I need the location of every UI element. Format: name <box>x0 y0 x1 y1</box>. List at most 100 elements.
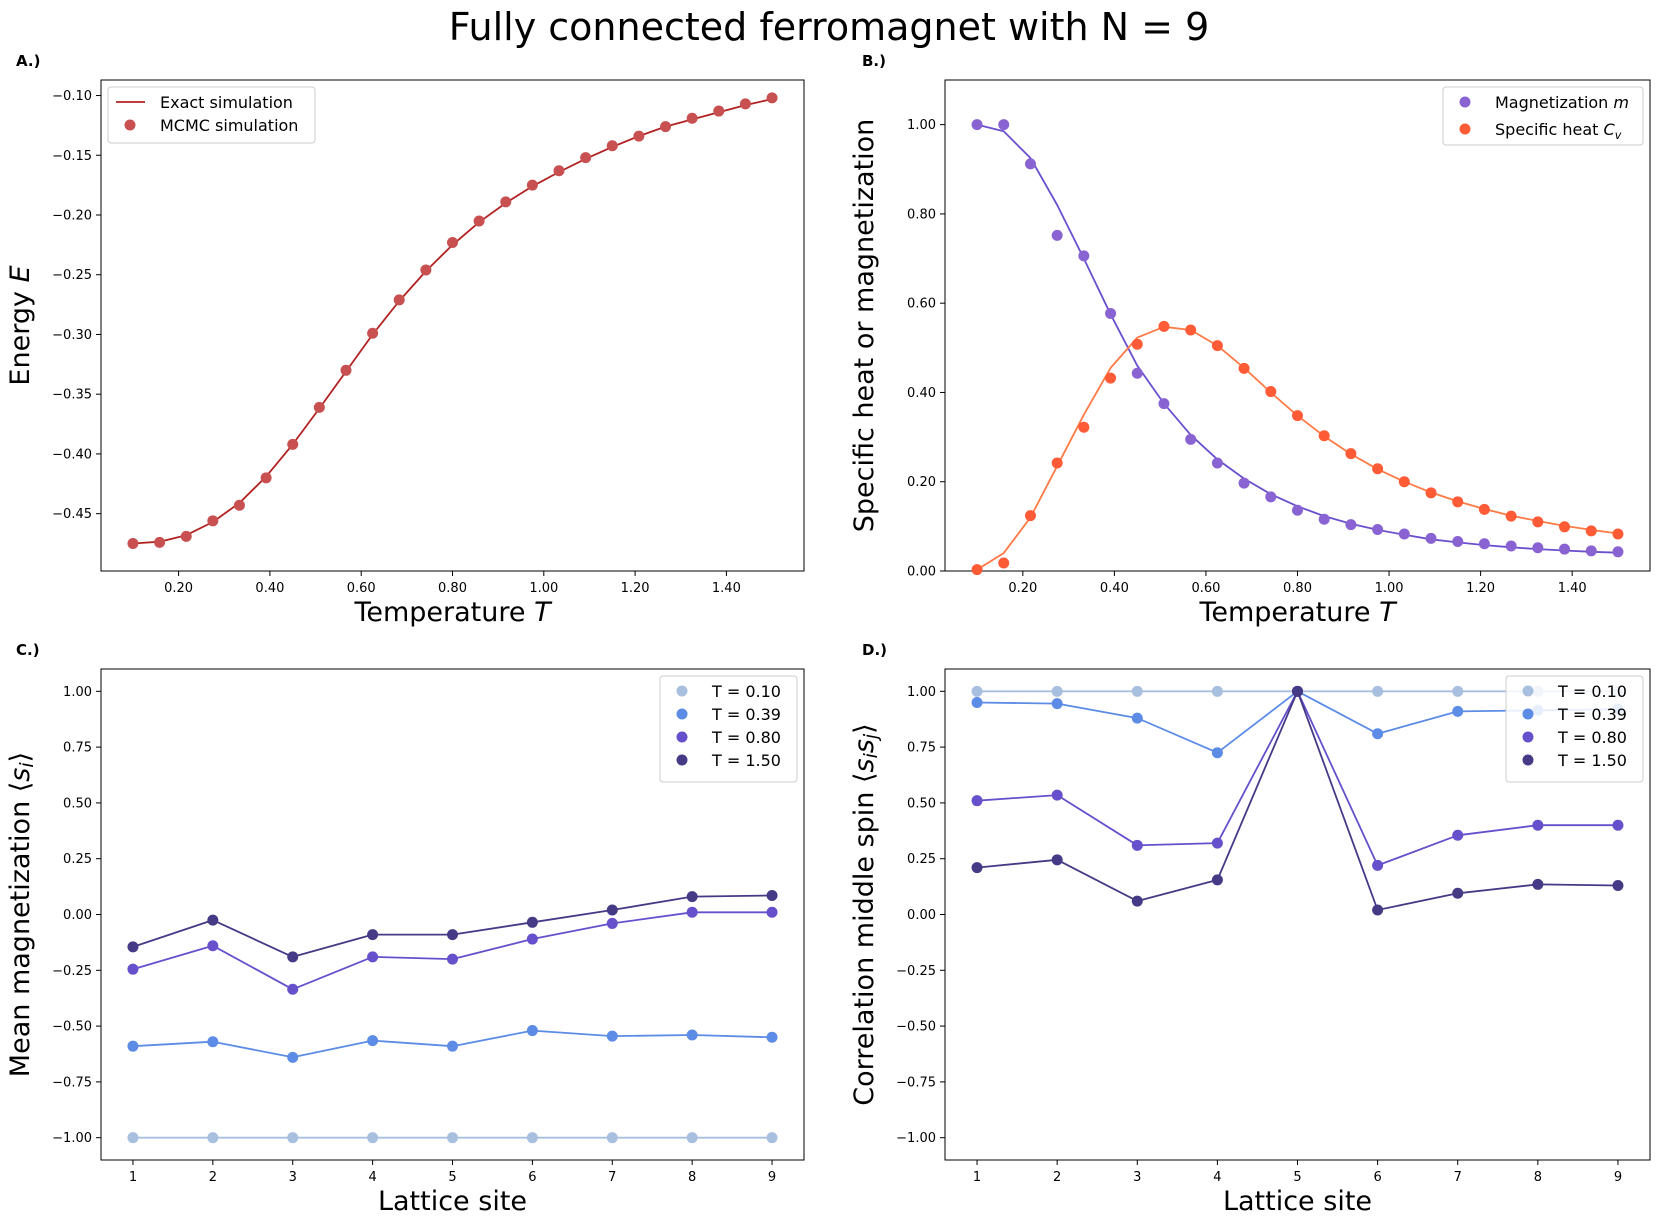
data-point <box>1131 338 1143 350</box>
y-axis-label-subscript: i <box>16 762 38 768</box>
data-point <box>1559 543 1571 555</box>
x-tick-label: 3 <box>1133 1170 1141 1185</box>
data-point <box>1612 819 1624 831</box>
x-tick-label: 1.00 <box>1375 581 1404 596</box>
y-tick-label: −0.35 <box>52 388 92 403</box>
x-tick-label: 1.40 <box>1558 581 1587 596</box>
x-tick-label: 0.40 <box>255 581 284 596</box>
x-axis-label-text: Temperature <box>353 597 534 628</box>
legend-box <box>659 675 798 783</box>
y-axis-label: Specific heat or magnetization <box>849 119 880 533</box>
y-tick-label: 0.00 <box>63 908 92 923</box>
x-axis-label: Temperature T <box>353 597 553 628</box>
data-point <box>1051 685 1063 697</box>
x-tick-label: 4 <box>1213 1170 1221 1185</box>
data-point <box>686 1132 698 1144</box>
data-point <box>1372 523 1384 535</box>
data-point <box>447 953 458 965</box>
y-axis-label-text: Specific heat or magnetization <box>849 119 880 533</box>
data-point <box>1051 854 1063 866</box>
x-axis-label-text: Temperature <box>1198 597 1379 628</box>
panel-c-letter: C.) <box>16 641 40 659</box>
y-tick-label: −1.00 <box>52 1131 92 1146</box>
data-point <box>971 119 983 131</box>
data-point <box>287 951 299 963</box>
data-point <box>1292 685 1303 697</box>
x-tick-label: 9 <box>1614 1170 1622 1185</box>
legend-label: T = 0.80 <box>711 728 781 747</box>
panel-b-specific-heat-plot: 0.20 0.40 0.60 0.80 1.00 1.20 1.40 0.00 0.20 0.40… <box>849 79 1651 628</box>
y-axis-label-text: Mean magnetization <box>5 792 36 1077</box>
data-point <box>686 906 698 918</box>
data-point <box>287 983 299 995</box>
x-axis-label: Temperature T <box>1198 597 1398 628</box>
y-tick-label: 0.50 <box>907 796 936 811</box>
data-point <box>739 98 751 110</box>
x-tick-label: 7 <box>608 1170 616 1185</box>
data-point <box>127 1132 139 1144</box>
data-point <box>633 130 645 142</box>
y-tick-label: −0.30 <box>52 328 92 343</box>
data-point <box>1532 819 1544 831</box>
y-tick-label: 0.50 <box>63 796 92 811</box>
x-tick-label: 0.20 <box>164 581 193 596</box>
data-point <box>971 564 983 576</box>
data-point <box>207 940 219 952</box>
data-point <box>287 1132 299 1144</box>
legend-label-text: Specific heat <box>1495 120 1604 139</box>
y-tick-label: −1.00 <box>896 1131 936 1146</box>
legend: Exact simulation MCMC simulation <box>107 86 316 144</box>
data-point <box>1024 510 1036 522</box>
data-point <box>1452 685 1464 697</box>
y-axis-label-bracket: ⟨ <box>849 773 880 784</box>
figure-title: Fully connected ferromagnet with N = 9 <box>449 5 1210 49</box>
y-tick-label: −0.50 <box>52 1020 92 1035</box>
x-tick-label: 0.20 <box>1008 581 1037 596</box>
data-point <box>1024 158 1036 170</box>
x-tick-label: 7 <box>1454 1170 1462 1185</box>
x-tick-label: 0.40 <box>1100 581 1129 596</box>
data-point <box>1292 504 1303 516</box>
data-point <box>998 119 1010 131</box>
legend-label: T = 0.80 <box>1557 728 1627 747</box>
data-point <box>1532 542 1544 554</box>
x-tick-label: 0.80 <box>438 581 467 596</box>
y-tick-label: 0.60 <box>907 297 936 312</box>
data-point <box>447 1040 458 1052</box>
y-axis-label-symbol: s <box>849 739 880 753</box>
data-point <box>207 1132 219 1144</box>
data-point <box>1372 859 1384 871</box>
panel-a-letter: A.) <box>16 52 40 70</box>
data-point <box>971 795 983 807</box>
y-axis-label-bracket: ⟩ <box>849 723 880 734</box>
data-point <box>1131 685 1143 697</box>
x-tick-label: 9 <box>768 1170 776 1185</box>
data-point <box>1131 712 1143 724</box>
data-point <box>998 557 1010 569</box>
data-point <box>1425 532 1437 544</box>
legend-label: T = 1.50 <box>1557 751 1627 770</box>
data-point <box>367 1035 379 1047</box>
legend-box <box>1442 86 1644 146</box>
data-point <box>1078 250 1090 262</box>
data-point <box>660 121 672 133</box>
data-point <box>1211 340 1223 352</box>
data-point <box>766 92 778 104</box>
data-point <box>1051 457 1063 469</box>
legend-box <box>107 86 316 144</box>
data-point <box>287 1051 299 1063</box>
data-point <box>1452 829 1464 841</box>
legend-marker <box>676 685 688 697</box>
y-tick-label: 0.25 <box>907 852 936 867</box>
data-point <box>447 236 458 248</box>
x-tick-label: 1.00 <box>529 581 558 596</box>
legend-marker <box>676 731 688 743</box>
data-point <box>1265 491 1277 503</box>
data-point <box>287 438 299 450</box>
y-axis-label-symbol: s <box>5 768 36 782</box>
y-tick-label: −0.45 <box>52 507 92 522</box>
data-point <box>1452 705 1464 717</box>
plot-frame <box>944 79 1651 572</box>
x-axis-label: Lattice site <box>378 1186 527 1217</box>
data-point <box>180 530 192 542</box>
